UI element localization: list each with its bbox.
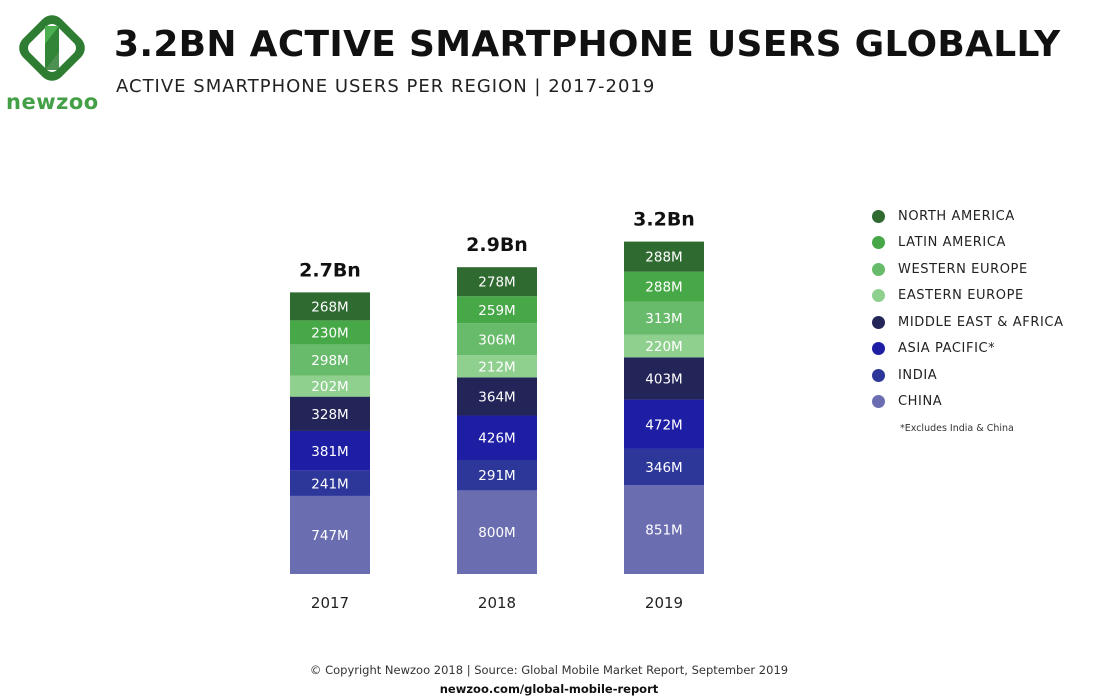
data-label-western-europe-2017: 298M — [311, 353, 348, 369]
data-label-eastern-europe-2019: 220M — [645, 339, 682, 355]
data-label-latin-america-2017: 230M — [311, 325, 348, 341]
legend-swatch — [872, 368, 885, 382]
bar-segment-china-2017 — [290, 495, 370, 574]
legend-label: WESTERN EUROPE — [898, 261, 1028, 277]
legend-item-western-europe: WESTERN EUROPE — [872, 256, 1092, 283]
bar-segment-latin-america-2019 — [624, 271, 704, 302]
legend-item-north-america: NORTH AMERICA — [872, 203, 1092, 230]
bar-segment-western-europe-2019 — [624, 301, 704, 335]
bar-total-2017: 2.7Bn — [299, 259, 361, 281]
data-label-india-2017: 241M — [311, 476, 348, 492]
data-label-eastern-europe-2017: 202M — [311, 379, 348, 395]
bar-segment-asia-pacific-2017 — [290, 430, 370, 471]
bar-segment-india-2019 — [624, 448, 704, 486]
data-label-middle-east-africa-2019: 403M — [645, 372, 682, 388]
data-label-western-europe-2018: 306M — [478, 332, 515, 348]
data-label-north-america-2019: 288M — [645, 250, 682, 266]
bar-segment-eastern-europe-2019 — [624, 334, 704, 358]
bar-segment-north-america-2019 — [624, 241, 704, 272]
data-label-north-america-2018: 278M — [478, 275, 515, 291]
x-tick-label-2019: 2019 — [645, 594, 683, 612]
data-label-eastern-europe-2018: 212M — [478, 359, 515, 375]
page-title: 3.2BN ACTIVE SMARTPHONE USERS GLOBALLY — [114, 24, 1061, 65]
legend-items: NORTH AMERICA LATIN AMERICA WESTERN EUROPE… — [872, 203, 1092, 415]
data-label-asia-pacific-2017: 381M — [311, 444, 348, 460]
footer-copyright: © Copyright Newzoo 2018 | Source: Global… — [309, 663, 789, 677]
bar-segment-asia-pacific-2019 — [624, 399, 704, 449]
legend-label: LATIN AMERICA — [898, 235, 1007, 251]
legend-note: *Excludes India & China — [900, 423, 1014, 434]
legend-label: NORTH AMERICA — [898, 208, 1015, 224]
bar-segment-middle-east-africa-2019 — [624, 357, 704, 400]
legend-item-latin-america: LATIN AMERICA — [872, 230, 1092, 257]
data-label-china-2019: 851M — [645, 523, 682, 539]
bar-segment-india-2017 — [290, 470, 370, 496]
data-label-asia-pacific-2018: 426M — [478, 431, 515, 447]
legend-swatch — [872, 262, 885, 276]
data-label-latin-america-2018: 259M — [478, 303, 515, 319]
legend-swatch — [872, 236, 885, 250]
bar-segment-latin-america-2018 — [457, 296, 537, 324]
data-label-china-2018: 800M — [478, 525, 515, 541]
bar-total-2019: 3.2Bn — [633, 209, 695, 231]
bar-segment-north-america-2017 — [290, 292, 370, 321]
x-tick-label-2017: 2017 — [311, 594, 349, 612]
data-label-north-america-2017: 268M — [311, 299, 348, 315]
newzoo-logo: newzoo — [6, 8, 98, 118]
data-label-middle-east-africa-2017: 328M — [311, 407, 348, 423]
bar-segment-asia-pacific-2018 — [457, 415, 537, 460]
bar-segment-middle-east-africa-2018 — [457, 377, 537, 416]
legend-swatch — [872, 209, 885, 223]
x-tick-label-2018: 2018 — [478, 594, 516, 612]
footer-url[interactable]: newzoo.com/global-mobile-report — [439, 682, 659, 696]
data-label-latin-america-2019: 288M — [645, 280, 682, 296]
data-label-western-europe-2019: 313M — [645, 311, 682, 327]
legend-item-asia-pacific: ASIA PACIFIC* — [872, 336, 1092, 363]
bar-segment-china-2019 — [624, 485, 704, 574]
legend-item-middle-east-africa: MIDDLE EAST & AFRICA — [872, 309, 1092, 336]
legend-swatch — [872, 395, 885, 409]
legend-label: MIDDLE EAST & AFRICA — [898, 314, 1064, 330]
legend-label: INDIA — [898, 367, 938, 383]
bar-segment-western-europe-2018 — [457, 323, 537, 356]
data-label-india-2019: 346M — [645, 460, 682, 476]
legend-item-eastern-europe: EASTERN EUROPE — [872, 283, 1092, 310]
legend-label: CHINA — [898, 394, 943, 410]
legend-swatch — [872, 289, 885, 303]
bar-segment-western-europe-2017 — [290, 344, 370, 376]
bar-segment-north-america-2018 — [457, 267, 537, 297]
legend-swatch — [872, 315, 885, 329]
legend-swatch — [872, 342, 885, 356]
legend-label: ASIA PACIFIC* — [898, 341, 996, 357]
data-label-middle-east-africa-2018: 364M — [478, 389, 515, 405]
bar-segment-latin-america-2017 — [290, 320, 370, 345]
newzoo-logo-icon — [19, 15, 85, 81]
legend-item-india: INDIA — [872, 362, 1092, 389]
chart-legend: NORTH AMERICA LATIN AMERICA WESTERN EUROPE… — [872, 203, 1092, 434]
bar-total-2018: 2.9Bn — [466, 234, 528, 256]
bar-segment-middle-east-africa-2017 — [290, 396, 370, 431]
bar-segment-eastern-europe-2017 — [290, 375, 370, 397]
data-label-china-2017: 747M — [311, 528, 348, 544]
legend-item-china: CHINA — [872, 389, 1092, 416]
data-label-india-2018: 291M — [478, 468, 515, 484]
legend-label: EASTERN EUROPE — [898, 288, 1024, 304]
data-label-asia-pacific-2019: 472M — [645, 417, 682, 433]
page-subtitle: ACTIVE SMARTPHONE USERS PER REGION | 201… — [116, 76, 656, 97]
logo-wordmark: newzoo — [6, 90, 99, 114]
bar-segment-china-2018 — [457, 490, 537, 574]
bar-segment-eastern-europe-2018 — [457, 355, 537, 378]
bar-segment-india-2018 — [457, 459, 537, 491]
